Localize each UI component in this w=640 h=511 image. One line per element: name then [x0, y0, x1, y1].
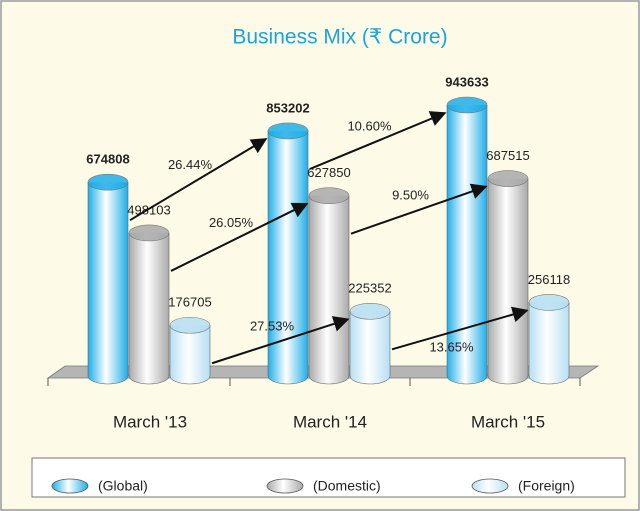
legend [31, 457, 626, 498]
value-label: 627850 [307, 165, 350, 180]
cylinder-top [528, 294, 570, 311]
x-tick-label: March '13 [113, 412, 187, 431]
cylinder-top [169, 316, 211, 334]
growth-arrow [170, 202, 309, 272]
legend-swatch [51, 478, 89, 494]
growth-label: 10.60% [347, 118, 392, 133]
growth-label: 9.50% [392, 188, 429, 203]
growth-arrow [129, 138, 268, 222]
value-label: 943633 [445, 74, 488, 89]
bar [447, 105, 487, 376]
cylinder-top [87, 173, 129, 191]
legend-swatch [266, 478, 304, 494]
growth-label: 27.53% [250, 319, 295, 334]
value-label: 674808 [86, 152, 129, 167]
chart-title: Business Mix (₹ Crore) [232, 26, 447, 49]
value-label: 176705 [168, 295, 211, 310]
legend-label: (Foreign) [518, 478, 575, 494]
bar [488, 178, 528, 376]
legend-label: (Domestic) [313, 478, 381, 494]
value-label: 256118 [528, 272, 570, 287]
cylinder-top [267, 122, 309, 140]
bar [350, 311, 390, 376]
cylinder-top [446, 96, 488, 114]
bar [88, 182, 128, 376]
growth-label: 26.44% [168, 157, 213, 172]
cylinder-top [308, 187, 350, 204]
growth-label: 26.05% [209, 215, 254, 230]
growth-arrow [350, 183, 488, 235]
value-label: 225352 [348, 281, 391, 296]
growth-label: 13.65% [429, 339, 474, 354]
value-label: 687515 [486, 148, 529, 163]
cylinder-top [487, 170, 529, 187]
x-tick-label: March '15 [471, 412, 545, 431]
growth-arrow [391, 306, 529, 351]
x-tick-label: March '14 [293, 412, 367, 431]
growth-arrow [309, 111, 447, 170]
legend-swatch [471, 478, 509, 494]
value-label: 853202 [266, 100, 309, 115]
bar [529, 302, 569, 376]
bar [309, 195, 349, 376]
legend-label: (Global) [98, 478, 148, 494]
bar [129, 232, 169, 376]
bar [170, 325, 210, 376]
growth-arrow [211, 316, 350, 365]
cylinder-top [128, 224, 170, 242]
cylinder-top [349, 302, 391, 320]
